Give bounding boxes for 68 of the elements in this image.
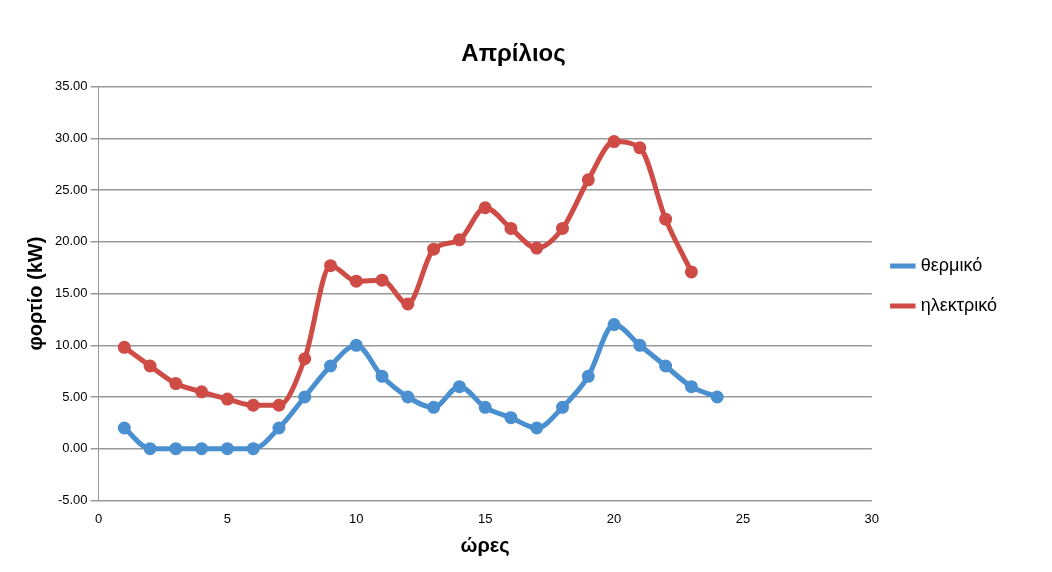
point (633, 141, 647, 155)
y-tick-label: 20.00 (54, 233, 88, 249)
point (659, 359, 673, 373)
y-tick-label: 15.00 (54, 285, 88, 301)
point (349, 338, 363, 352)
y-tick-label: 5.00 (62, 388, 88, 404)
point (195, 385, 209, 399)
point (375, 369, 389, 383)
y-tick-label: 0.00 (62, 440, 88, 456)
point (556, 221, 570, 235)
x-tick-label: 30 (864, 510, 880, 526)
point (298, 390, 312, 404)
point (530, 421, 544, 435)
x-tick-label: 25 (735, 510, 751, 526)
y-axis-title: φορτίο (kW) (23, 236, 46, 351)
x-tick-label: 0 (94, 510, 103, 526)
y-tick-label: 10.00 (54, 336, 88, 352)
chart-title: Απρίλιος (461, 39, 566, 67)
point (607, 318, 621, 332)
point (478, 400, 492, 414)
legend-label: ηλεκτρικό (920, 294, 998, 315)
y-tick-label: 30.00 (54, 130, 88, 146)
point (633, 338, 647, 352)
x-tick-label: 15 (477, 510, 493, 526)
point (659, 212, 673, 226)
point (169, 442, 183, 456)
point (427, 242, 441, 256)
point (324, 359, 338, 373)
point (401, 390, 415, 404)
point (298, 352, 312, 366)
point (452, 233, 466, 247)
point (504, 221, 518, 235)
x-axis-title: ώρες (460, 533, 510, 556)
point (375, 273, 389, 287)
point (246, 442, 260, 456)
point (401, 297, 415, 311)
point (427, 400, 441, 414)
point (220, 392, 234, 406)
point (710, 390, 724, 404)
x-tick-label: 10 (349, 510, 364, 526)
point (143, 359, 157, 373)
point (581, 369, 595, 383)
point (272, 398, 286, 412)
x-tick-label: 5 (223, 510, 232, 526)
point (117, 340, 131, 354)
y-tick-label: 25.00 (54, 181, 88, 197)
legend-label: θερμικό (920, 254, 983, 275)
point (272, 421, 286, 435)
point (478, 201, 492, 215)
point (684, 380, 698, 394)
point (530, 241, 544, 255)
point (504, 411, 518, 425)
point (117, 421, 131, 435)
x-tick-label: 20 (606, 510, 622, 526)
point (581, 173, 595, 187)
point (607, 135, 621, 149)
y-tick-label: 35.00 (54, 78, 88, 94)
point (349, 274, 363, 288)
point (452, 380, 466, 394)
point (246, 398, 260, 412)
point (220, 442, 234, 456)
y-tick-label: -5.00 (57, 491, 88, 507)
point (556, 400, 570, 414)
point (324, 259, 338, 273)
point (195, 442, 209, 456)
point (169, 377, 183, 391)
point (143, 442, 157, 456)
point (684, 265, 698, 279)
